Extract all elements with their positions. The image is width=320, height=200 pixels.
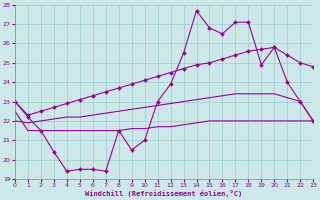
X-axis label: Windchill (Refroidissement éolien,°C): Windchill (Refroidissement éolien,°C) (85, 190, 243, 197)
